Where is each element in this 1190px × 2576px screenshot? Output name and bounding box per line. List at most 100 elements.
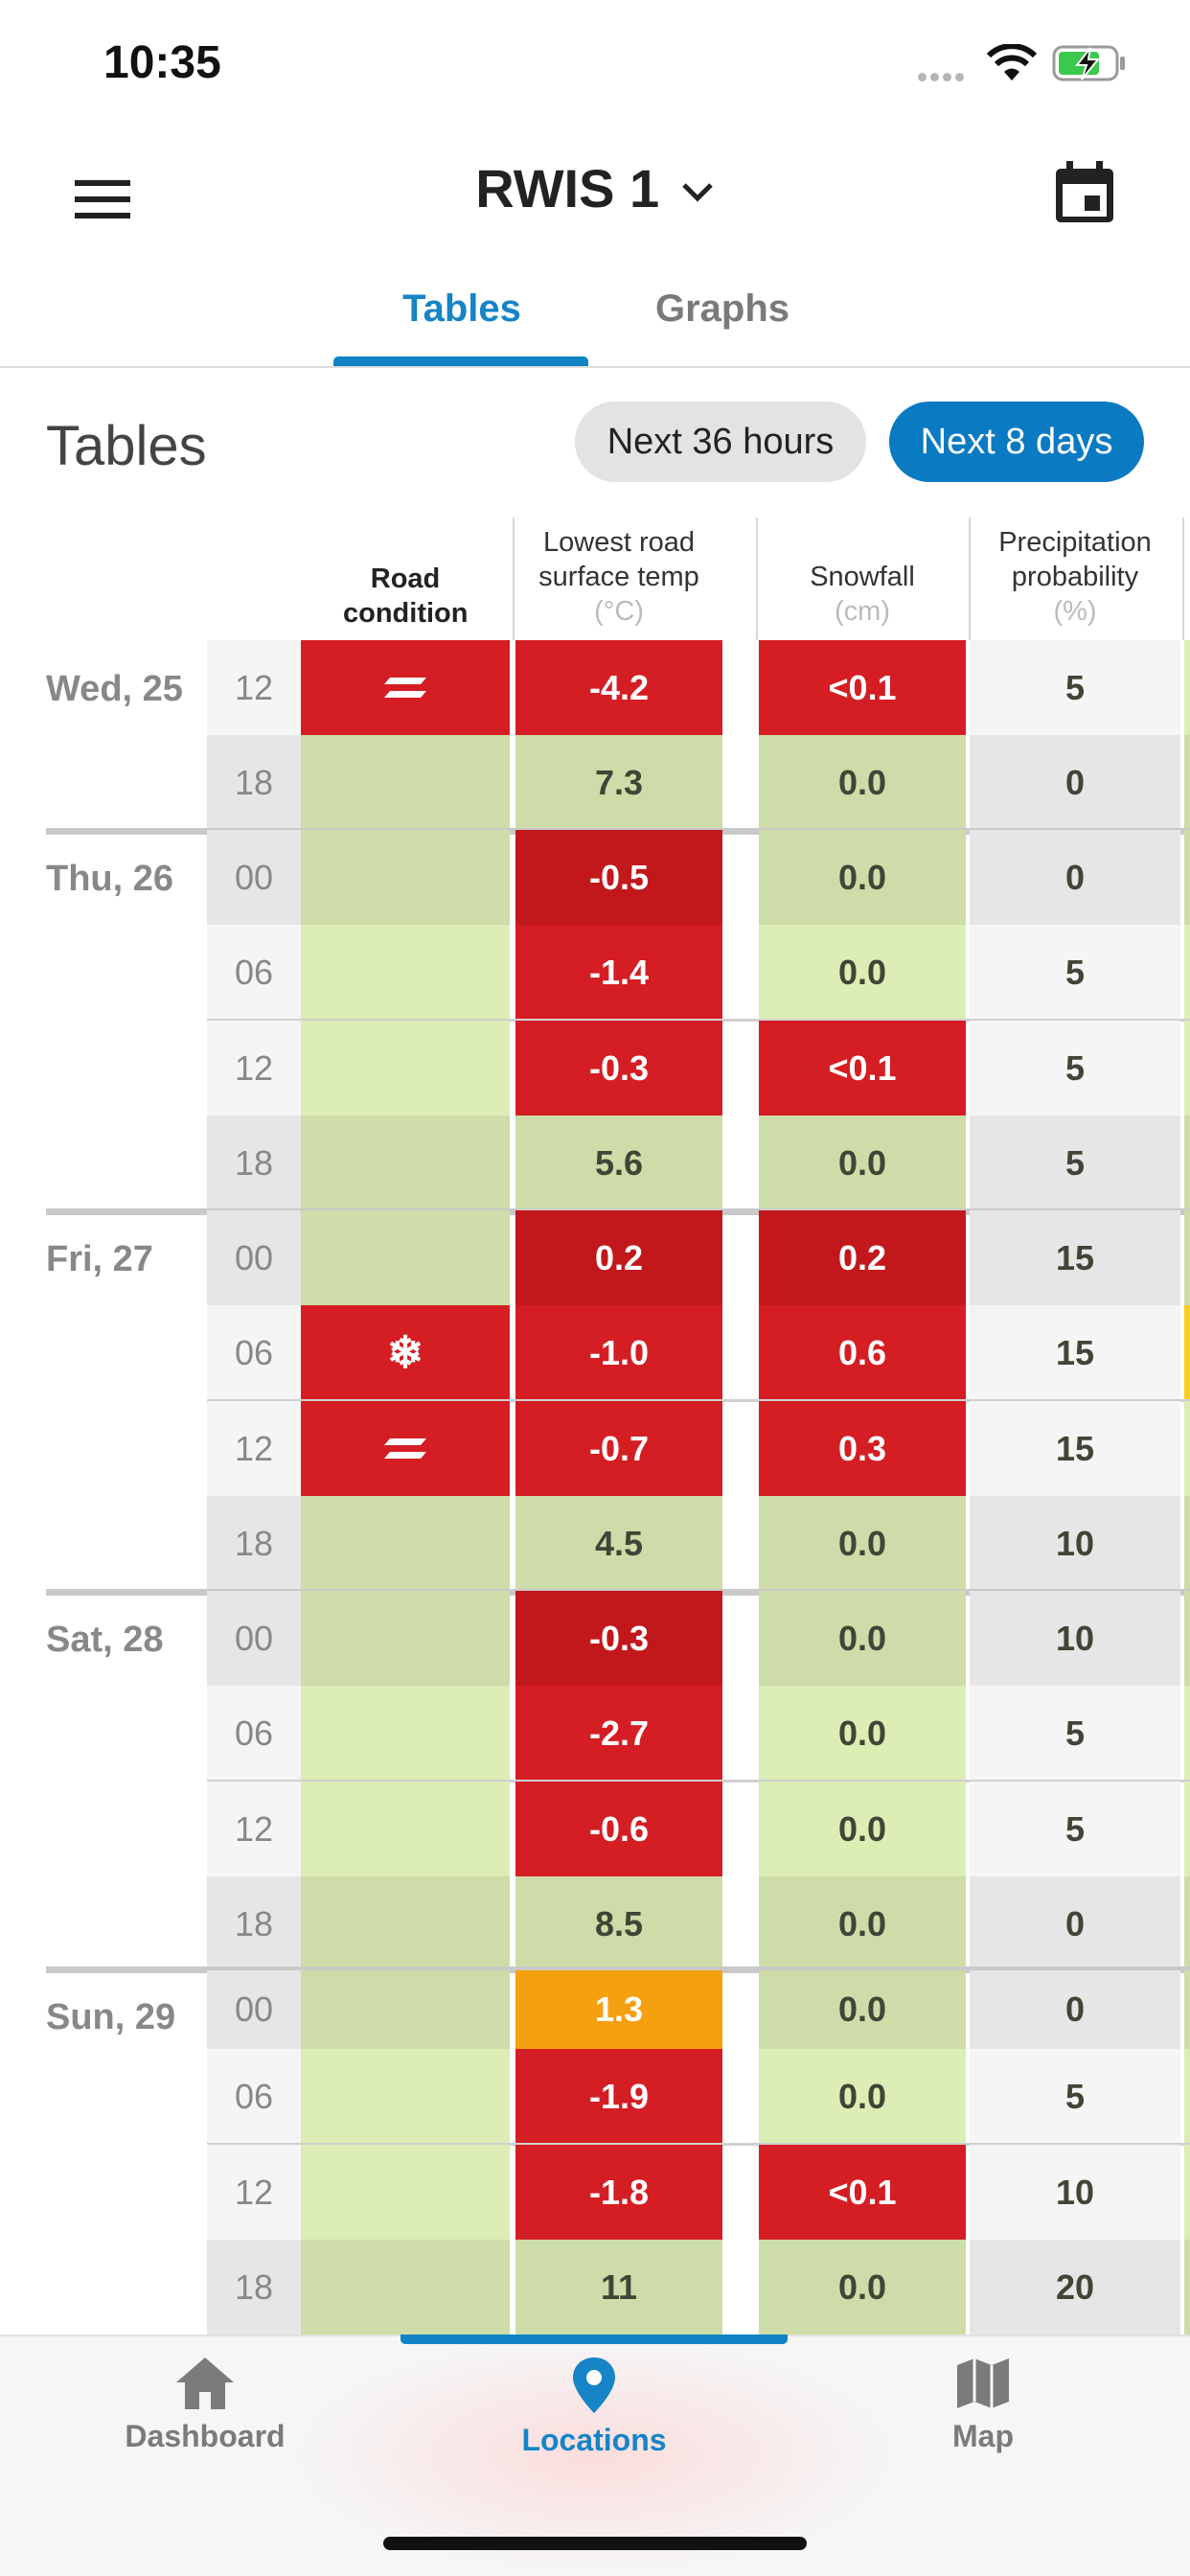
column-label: Lowest road surface temp <box>538 527 699 592</box>
tab-tables[interactable]: Tables <box>402 288 521 330</box>
table-row: 06 ❄ -1.0 0.6 15 <box>207 1305 1190 1400</box>
road-temp-cell: -0.3 <box>515 1021 722 1116</box>
next-column-edge <box>1184 830 1190 925</box>
precipitation-cell: 0 <box>970 1876 1180 1971</box>
precipitation-cell: 5 <box>970 640 1180 735</box>
snowfall-cell: <0.1 <box>759 1021 966 1116</box>
road-condition-cell <box>301 640 510 735</box>
cellular-signal-icon <box>918 69 968 86</box>
table-row: 00 -0.3 0.0 10 <box>207 1591 1190 1686</box>
road-temp-cell: -1.0 <box>515 1305 722 1400</box>
hour-cell: 12 <box>207 2145 301 2240</box>
snowfall-cell: 0.3 <box>759 1401 966 1496</box>
snowfall-cell: 0.0 <box>759 1496 966 1591</box>
column-divider <box>1182 518 1184 640</box>
row-separator <box>207 1019 1190 1022</box>
column-label: Road condition <box>343 564 469 629</box>
column-divider <box>756 518 758 640</box>
hour-cell: 06 <box>207 1305 301 1400</box>
day-separator <box>46 1966 1190 1973</box>
nav-locations[interactable]: Locations <box>469 2356 719 2458</box>
snowfall-cell: 0.0 <box>759 1782 966 1876</box>
snowflake-icon: ❄ <box>386 1327 424 1377</box>
road-condition-cell <box>301 1210 510 1305</box>
tab-divider <box>0 366 1190 368</box>
table-row: 18 5.6 0.0 5 <box>207 1116 1190 1210</box>
road-condition-cell <box>301 925 510 1020</box>
column-header-precipitation: Precipitation probability (%) <box>970 525 1180 640</box>
status-time: 10:35 <box>103 37 221 88</box>
table-row: 12 -1.8 <0.1 10 <box>207 2145 1190 2240</box>
road-temp-cell: -2.7 <box>515 1686 722 1781</box>
hour-cell: 12 <box>207 640 301 735</box>
hour-cell: 06 <box>207 925 301 1020</box>
road-temp-cell: -1.4 <box>515 925 722 1020</box>
day-label: Thu, 26 <box>46 859 174 899</box>
road-temp-cell: -0.6 <box>515 1782 722 1876</box>
next-36-hours-button[interactable]: Next 36 hours <box>575 402 866 482</box>
home-indicator <box>383 2537 807 2550</box>
column-unit: (cm) <box>835 596 890 627</box>
road-temp-cell: -1.9 <box>515 2049 722 2144</box>
snowfall-cell: 0.0 <box>759 1876 966 1971</box>
home-icon <box>176 2358 234 2409</box>
next-column-edge <box>1184 735 1190 830</box>
next-column-edge <box>1184 1876 1190 1971</box>
section-title: Tables <box>46 415 207 477</box>
road-temp-cell: 5.6 <box>515 1116 722 1210</box>
precipitation-cell: 20 <box>970 2240 1180 2334</box>
wet-road-icon <box>382 643 428 738</box>
next-column-edge <box>1184 1021 1190 1116</box>
road-temp-cell: -0.7 <box>515 1401 722 1496</box>
location-pin-icon <box>573 2358 615 2413</box>
precipitation-cell: 15 <box>970 1210 1180 1305</box>
location-selector[interactable]: RWIS 1 <box>0 157 1190 219</box>
next-column-edge <box>1184 1591 1190 1686</box>
hour-cell: 18 <box>207 2240 301 2334</box>
nav-dashboard[interactable]: Dashboard <box>80 2356 330 2454</box>
precipitation-cell: 5 <box>970 1686 1180 1781</box>
tab-graphs[interactable]: Graphs <box>654 288 790 330</box>
next-column-edge <box>1184 1496 1190 1591</box>
road-condition-cell <box>301 1970 510 2049</box>
hour-cell: 18 <box>207 735 301 830</box>
next-8-days-button[interactable]: Next 8 days <box>889 402 1144 482</box>
hour-cell: 12 <box>207 1021 301 1116</box>
road-temp-cell: -0.3 <box>515 1591 722 1686</box>
column-label: Precipitation probability <box>998 527 1152 592</box>
road-temp-cell: 7.3 <box>515 735 722 830</box>
column-unit: (%) <box>1053 596 1097 627</box>
precipitation-cell: 0 <box>970 735 1180 830</box>
table-row: 00 -0.5 0.0 0 <box>207 830 1190 925</box>
next-column-edge <box>1184 1686 1190 1781</box>
table-row: 00 1.3 0.0 0 <box>207 1970 1190 2049</box>
snowfall-cell: 0.0 <box>759 1970 966 2049</box>
road-temp-cell: 8.5 <box>515 1876 722 1971</box>
calendar-icon[interactable] <box>1054 161 1115 224</box>
road-condition-cell <box>301 2145 510 2240</box>
column-divider <box>513 518 515 640</box>
hour-cell: 00 <box>207 1970 301 2049</box>
table-row: 12 -0.7 0.3 15 <box>207 1401 1190 1496</box>
road-temp-cell: -4.2 <box>515 640 722 735</box>
menu-icon[interactable] <box>75 178 130 220</box>
nav-map[interactable]: Map <box>858 2356 1108 2454</box>
road-condition-cell <box>301 1496 510 1591</box>
active-tab-indicator <box>333 356 588 366</box>
table-row: 06 -1.9 0.0 5 <box>207 2049 1190 2144</box>
road-temp-cell: -0.5 <box>515 830 722 925</box>
chevron-down-icon <box>681 183 713 202</box>
next-column-edge <box>1184 1782 1190 1876</box>
row-separator <box>207 1780 1190 1782</box>
road-condition-cell <box>301 1116 510 1210</box>
road-condition-cell: ❄ <box>301 1305 510 1400</box>
road-condition-cell <box>301 2240 510 2334</box>
hour-cell: 18 <box>207 1496 301 1591</box>
road-condition-cell <box>301 830 510 925</box>
precipitation-cell: 10 <box>970 2145 1180 2240</box>
precipitation-cell: 5 <box>970 2049 1180 2144</box>
road-temp-cell: 0.2 <box>515 1210 722 1305</box>
table-row: 00 0.2 0.2 15 <box>207 1210 1190 1305</box>
precipitation-cell: 5 <box>970 925 1180 1020</box>
snowfall-cell: 0.6 <box>759 1305 966 1400</box>
